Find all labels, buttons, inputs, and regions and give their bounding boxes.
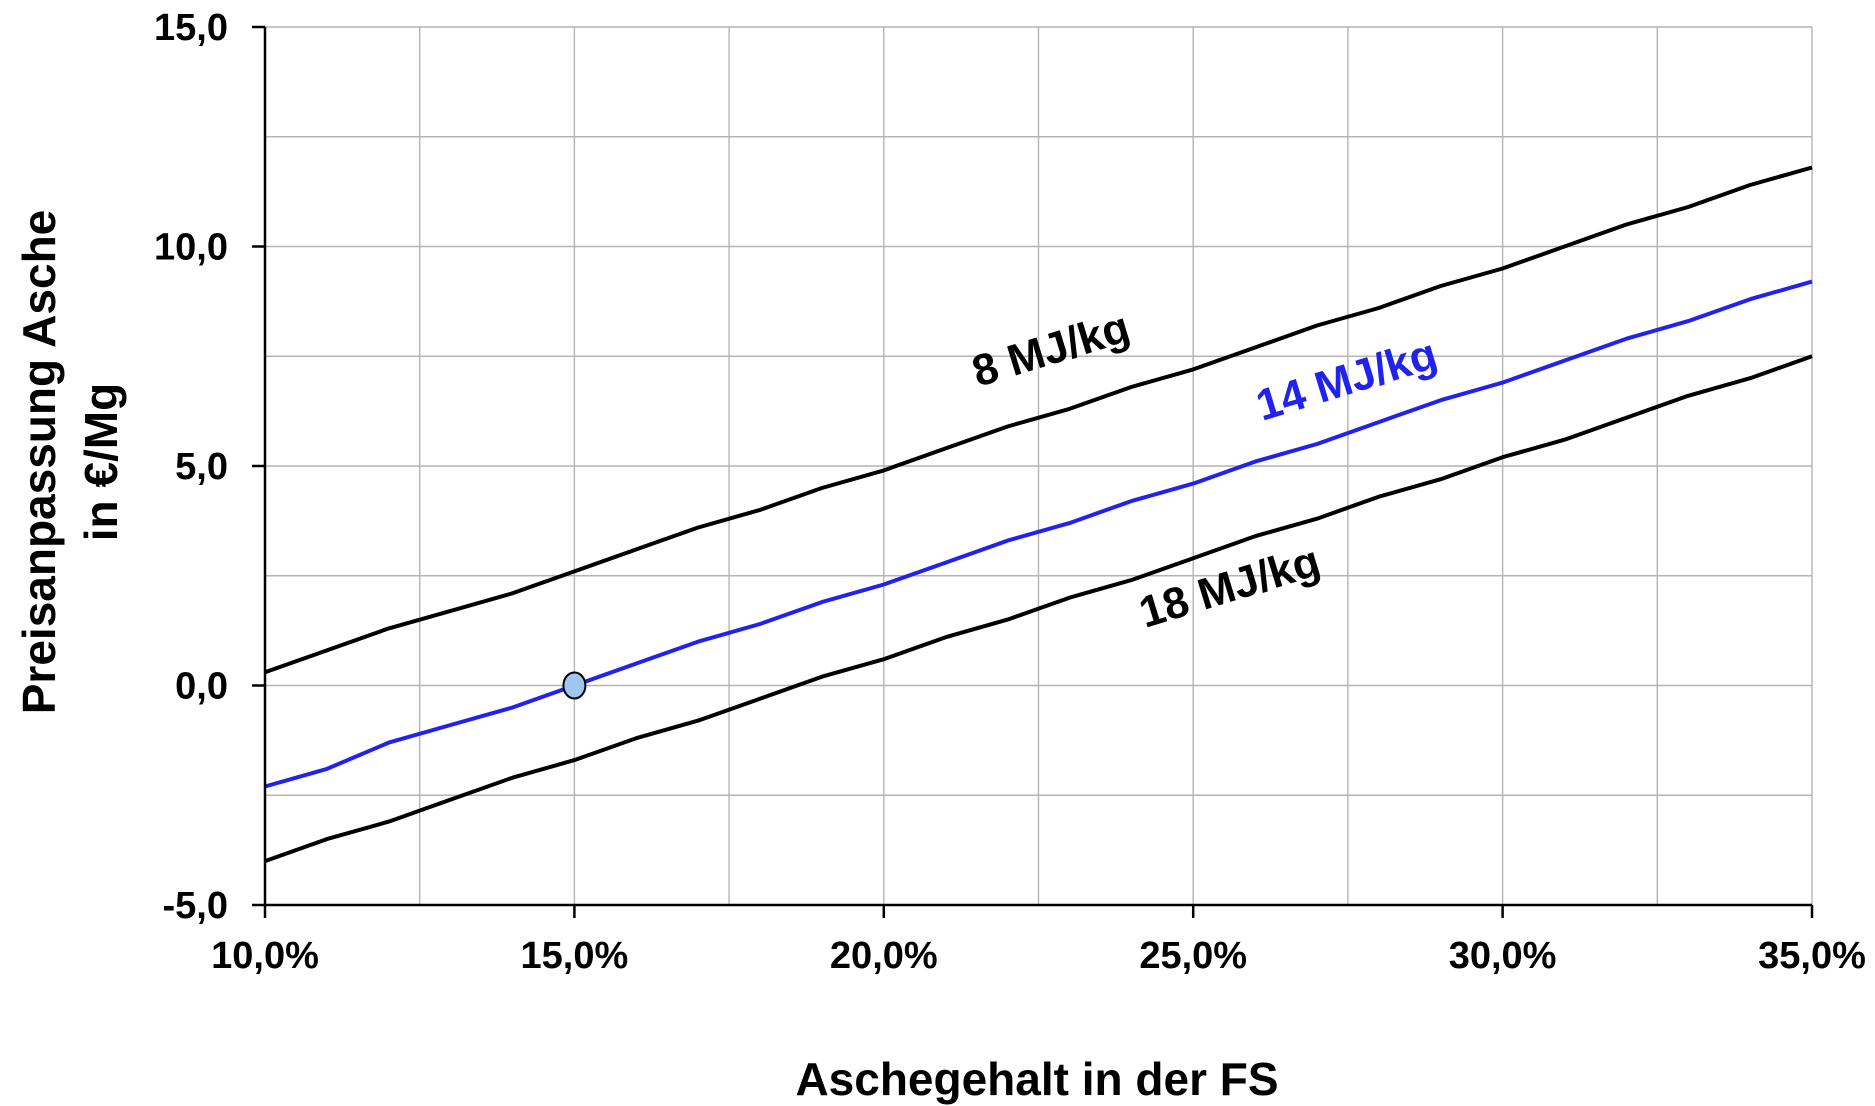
y-tick-label: 15,0 <box>154 7 228 49</box>
y-axis-title-line1: Preisanpassung Asche <box>13 210 65 715</box>
series-lines <box>264 165 1813 863</box>
x-tick-label: 20,0% <box>830 935 938 977</box>
y-tick-label: -5,0 <box>163 885 228 927</box>
series-label-18-mj-kg: 18 MJ/kg <box>1134 536 1326 637</box>
y-tick-label: 10,0 <box>154 227 228 269</box>
series-line-14-mj-kg <box>264 279 1813 789</box>
series-label-14-mj-kg: 14 MJ/kg <box>1251 329 1443 430</box>
highlight-marker <box>562 671 587 700</box>
reference-point-marker <box>562 671 587 700</box>
y-tick-label: 0,0 <box>175 666 228 708</box>
x-tick-label: 15,0% <box>521 935 629 977</box>
x-axis-title: Aschegehalt in der FS <box>795 1053 1278 1105</box>
x-tick-label: 30,0% <box>1449 935 1557 977</box>
y-tick-label: 5,0 <box>175 446 228 488</box>
x-tick-label: 35,0% <box>1758 935 1866 977</box>
series-line-18-mj-kg <box>264 354 1813 863</box>
series-line-8-mj-kg <box>264 165 1813 675</box>
series-label-8-mj-kg: 8 MJ/kg <box>967 303 1136 397</box>
y-axis-title-line2: in €/Mg <box>75 383 127 541</box>
grid <box>264 26 1813 906</box>
tick-marks: 10,0% 15,0% 20,0% 25,0% 30,0% 35,0% -5,0 0,0 5,0… <box>154 7 1866 977</box>
x-tick-label: 10,0% <box>211 935 319 977</box>
x-tick-label: 25,0% <box>1139 935 1247 977</box>
